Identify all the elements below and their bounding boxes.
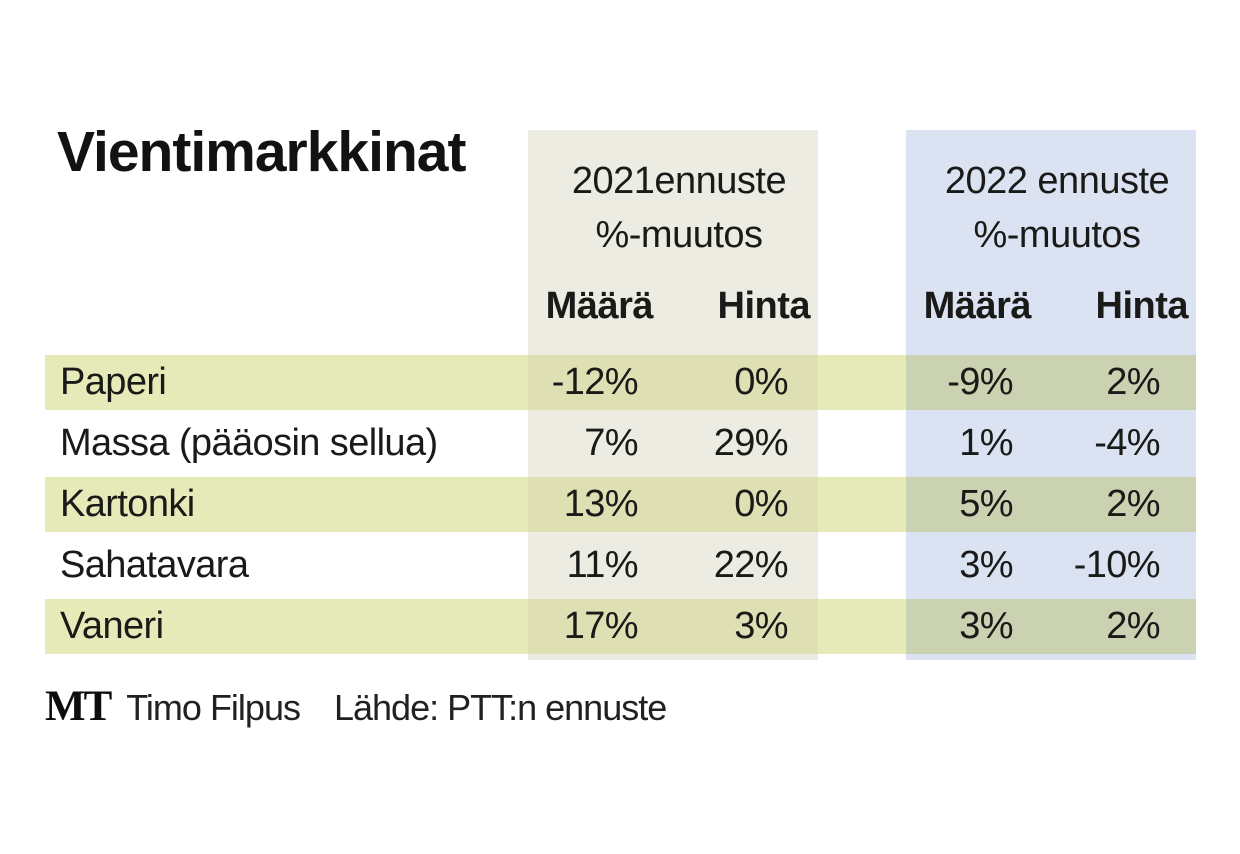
group-2022-year-label: 2022 ennuste [944, 160, 1170, 202]
row-label: Kartonki [45, 477, 528, 532]
row-gap [818, 477, 906, 532]
column-header-2022-maara: Määrä [923, 285, 1032, 327]
group-header-2022: 2022 ennuste %-muutos [906, 154, 1196, 262]
value-2021-hinta: 22% [713, 544, 789, 586]
column-header-row: Määrä Hinta Määrä Hinta [45, 282, 1196, 328]
value-2022-hinta: 2% [1051, 477, 1196, 532]
row-label: Paperi [45, 355, 528, 410]
value-2022-maara: -9% [906, 355, 1051, 410]
source-credit: Lähde: PTT:n ennuste [333, 687, 667, 728]
row-gap [818, 355, 906, 410]
value-2021-maara: 17% [528, 599, 673, 654]
value-2021-maara: -12% [528, 355, 673, 410]
value-2022-hinta: 2% [1051, 355, 1196, 410]
value-2022-maara: 3% [906, 599, 1051, 654]
table-row-massa: Massa (pääosin sellua) 7% 29% 1% -4% [45, 416, 1196, 471]
group-2022-unit-label: %-muutos [973, 214, 1141, 256]
group-header-2021: 2021ennuste %-muutos [528, 154, 818, 262]
table-row-vaneri: Vaneri 17% 3% 3% 2% [45, 599, 1196, 654]
value-2022-maara: 1% [959, 422, 1013, 464]
column-header-2021-hinta: Hinta [717, 285, 811, 327]
author-credit: Timo Filpus [126, 687, 301, 728]
column-header-2021-maara: Määrä [545, 285, 654, 327]
value-2021-maara: 13% [528, 477, 673, 532]
row-label: Massa (pääosin sellua) [60, 422, 438, 464]
column-header-2022-hinta: Hinta [1095, 285, 1189, 327]
value-2021-maara: 11% [566, 544, 639, 586]
table-row-paperi: Paperi -12% 0% -9% 2% [45, 355, 1196, 410]
value-2021-hinta: 0% [673, 355, 818, 410]
row-label: Sahatavara [60, 544, 249, 586]
value-2022-maara: 5% [906, 477, 1051, 532]
row-gap [818, 538, 906, 593]
group-2021-unit-label: %-muutos [595, 214, 763, 256]
row-gap [818, 416, 906, 471]
table-row-sahatavara: Sahatavara 11% 22% 3% -10% [45, 538, 1196, 593]
value-2022-maara: 3% [959, 544, 1013, 586]
table-body: Paperi -12% 0% -9% 2% Massa (pääosin sel… [45, 355, 1196, 660]
row-label: Vaneri [45, 599, 528, 654]
value-2021-maara: 7% [584, 422, 638, 464]
value-2022-hinta: 2% [1051, 599, 1196, 654]
table-row-kartonki: Kartonki 13% 0% 5% 2% [45, 477, 1196, 532]
footer: MT Timo Filpus Lähde: PTT:n ennuste [45, 682, 667, 731]
mt-logo: MT [45, 683, 112, 730]
value-2021-hinta: 3% [673, 599, 818, 654]
value-2022-hinta: -4% [1094, 422, 1160, 464]
value-2022-hinta: -10% [1073, 544, 1161, 586]
value-2021-hinta: 0% [673, 477, 818, 532]
page-title: Vientimarkkinat [57, 120, 466, 184]
row-gap [818, 599, 906, 654]
group-2021-year-label: 2021ennuste [571, 160, 787, 202]
value-2021-hinta: 29% [713, 422, 789, 464]
